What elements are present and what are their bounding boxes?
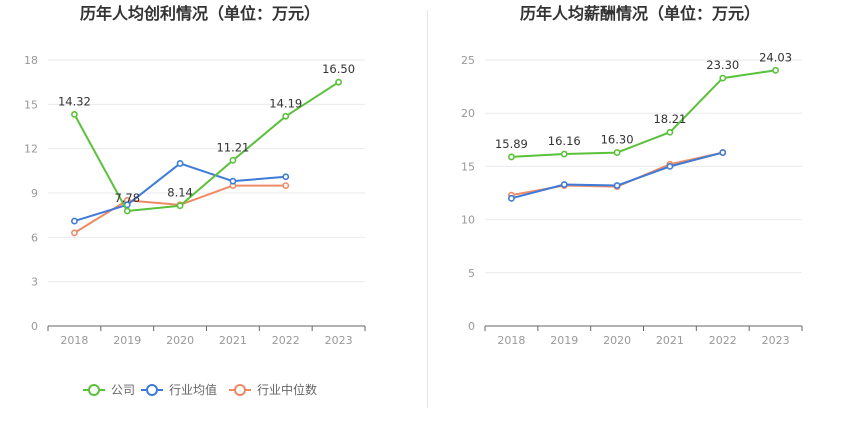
data-point-industry_avg [229, 177, 237, 185]
legend-item-industry_median[interactable]: 行业中位数 [229, 382, 317, 397]
x-tick-label: 2021 [219, 334, 247, 347]
data-point-industry_avg [176, 160, 184, 167]
x-tick-label: 2021 [656, 334, 684, 347]
data-point-company [229, 156, 237, 164]
data-label: 14.19 [269, 96, 302, 110]
data-label: 16.30 [601, 133, 634, 147]
data-label: 16.50 [322, 62, 355, 76]
profit-per-capita-chart: 历年人均创利情况（单位：万元） 0 3 6 9 12 15 18 2018 2019 2020 202… [24, 4, 366, 397]
x-tick-label: 2019 [550, 334, 578, 347]
data-label: 11.21 [216, 140, 249, 154]
data-point-industry_avg [508, 194, 515, 202]
data-point-industry_avg [719, 149, 727, 156]
y-tick-label: 5 [468, 267, 475, 280]
y-tick-label: 9 [31, 187, 38, 200]
salary-chart-panel: 历年人均薪酬情况（单位：万元） 0 5 10 15 20 25 2018 2019 2020 202… [425, 0, 850, 437]
y-tick-label: 12 [24, 143, 38, 156]
x-tick-label: 2022 [709, 334, 737, 347]
data-point-company [666, 128, 674, 136]
series-line-company [73, 81, 340, 213]
salary-per-capita-chart: 历年人均薪酬情况（单位：万元） 0 5 10 15 20 25 2018 2019 2020 202… [461, 4, 803, 347]
panel-divider [427, 10, 428, 408]
y-tick-label: 0 [31, 320, 38, 333]
series-line-company [511, 69, 776, 158]
data-point-industry_avg [560, 181, 568, 188]
legend-marker-industry_median [234, 384, 246, 396]
chart-title: 历年人均薪酬情况（单位：万元） [520, 4, 760, 23]
data-point-company [176, 202, 184, 210]
data-point-company [71, 110, 78, 118]
data-point-company [123, 207, 131, 215]
data-point-company [772, 66, 779, 74]
y-tick-label: 20 [461, 107, 475, 120]
x-tick-label: 2023 [762, 334, 790, 347]
legend-label-industry_median: 行业中位数 [257, 382, 317, 397]
y-tick-label: 15 [24, 98, 38, 111]
legend-marker-company [88, 384, 100, 396]
legend-item-industry_avg[interactable]: 行业均值 [141, 382, 217, 397]
legend-label-company: 公司 [111, 383, 135, 397]
x-tick-label: 2019 [113, 334, 141, 347]
x-tick-label: 2020 [166, 334, 194, 347]
profit-chart-panel: 历年人均创利情况（单位：万元） 0 3 6 9 12 15 18 2018 2019 2020 202… [24, 4, 366, 397]
data-label: 24.03 [759, 50, 792, 64]
data-point-company [613, 149, 621, 156]
y-tick-label: 15 [461, 160, 475, 173]
legend-item-company[interactable]: 公司 [83, 383, 135, 397]
data-label: 23.30 [706, 58, 739, 72]
data-point-company [282, 112, 290, 120]
x-tick-label: 2018 [497, 334, 525, 347]
data-point-industry_median [71, 229, 78, 237]
data-label: 7.78 [114, 191, 140, 205]
data-point-industry_avg [613, 182, 621, 189]
data-point-industry_avg [666, 162, 674, 170]
y-tick-label: 6 [31, 231, 38, 244]
data-point-industry_avg [71, 217, 78, 225]
y-tick-label: 10 [461, 214, 475, 227]
x-tick-label: 2022 [272, 334, 300, 347]
data-label: 15.89 [495, 137, 528, 151]
y-tick-label: 0 [468, 320, 475, 333]
legend-marker-industry_avg [146, 384, 158, 396]
x-tick-label: 2020 [603, 334, 631, 347]
data-point-company [335, 78, 342, 86]
y-tick-label: 18 [24, 54, 38, 67]
data-point-industry_avg [282, 173, 290, 181]
data-point-industry_median [282, 182, 290, 190]
y-tick-label: 25 [461, 54, 475, 67]
chart-title: 历年人均创利情况（单位：万元） [80, 4, 320, 23]
data-label: 18.21 [653, 112, 686, 126]
data-label: 14.32 [58, 94, 91, 108]
data-label: 16.16 [548, 134, 581, 148]
y-tick-label: 3 [31, 276, 38, 289]
data-point-company [560, 150, 568, 158]
x-tick-label: 2018 [60, 334, 88, 347]
data-point-company [508, 153, 515, 161]
data-point-company [719, 74, 727, 82]
x-tick-label: 2023 [325, 334, 353, 347]
legend-label-industry_avg: 行业均值 [169, 382, 217, 397]
data-label: 8.14 [167, 186, 193, 200]
